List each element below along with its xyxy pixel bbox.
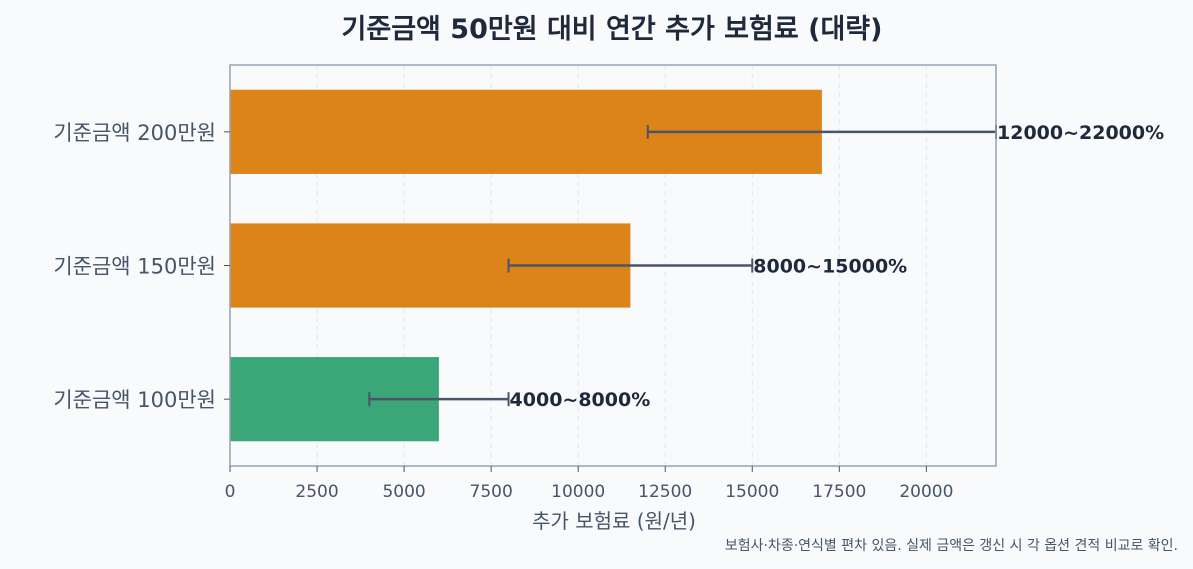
x-tick-label: 7500 <box>470 482 513 502</box>
x-tick-label: 10000 <box>551 482 605 502</box>
y-tick-label: 기준금액 100만원 <box>53 388 216 412</box>
x-tick-label: 15000 <box>725 482 779 502</box>
x-tick-label: 2500 <box>295 482 338 502</box>
x-tick-label: 5000 <box>382 482 425 502</box>
range-labels: 12000~22000% 8000~15000% 4000~8000% <box>510 122 1165 411</box>
footnote: 보험사·차종·연식별 편차 있음. 실제 금액은 갱신 시 각 옵션 견적 비교… <box>725 538 1178 554</box>
x-axis-ticks: 0 2500 5000 7500 10000 12500 15000 17500 20000 <box>225 466 953 502</box>
y-tick-label: 기준금액 200만원 <box>53 121 216 145</box>
range-label: 12000~22000% <box>997 122 1164 144</box>
error-bars <box>368 124 997 407</box>
x-tick-label: 0 <box>225 482 236 502</box>
range-label: 8000~15000% <box>753 256 907 278</box>
y-tick-label: 기준금액 150만원 <box>53 255 216 279</box>
x-tick-label: 17500 <box>812 482 866 502</box>
x-axis-label: 추가 보험료 (원/년) <box>532 509 696 533</box>
x-tick-label: 12500 <box>638 482 692 502</box>
range-label: 4000~8000% <box>510 389 651 411</box>
x-tick-label: 20000 <box>899 482 953 502</box>
chart-title: 기준금액 50만원 대비 연간 추가 보험료 (대략) <box>342 14 883 45</box>
